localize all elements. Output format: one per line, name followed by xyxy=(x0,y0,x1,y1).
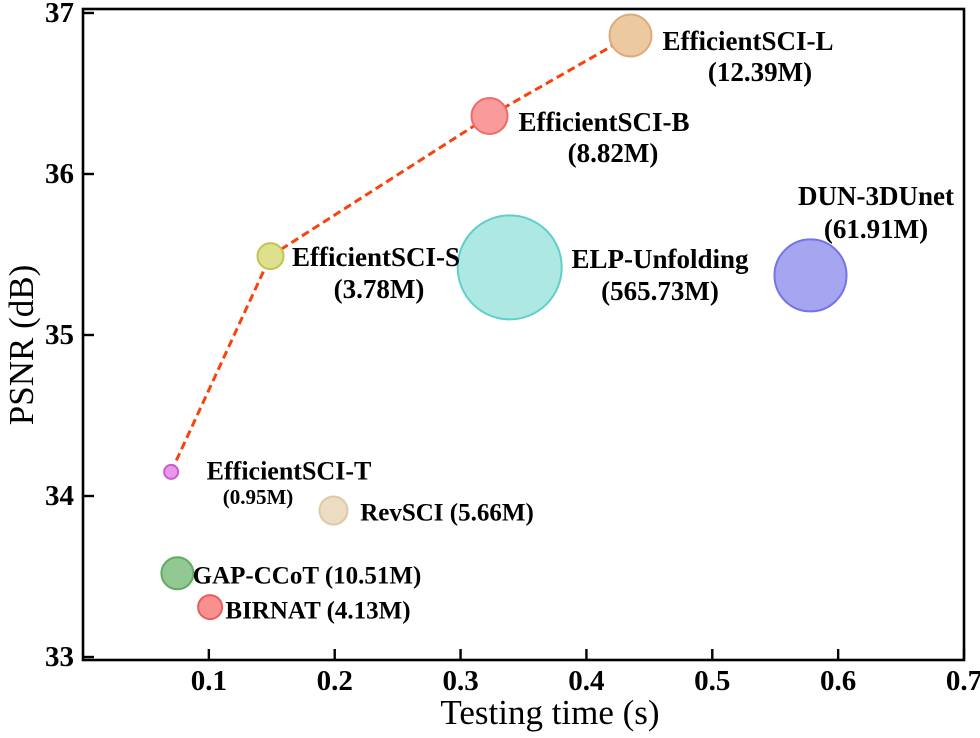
annotation-efficientsci-t: EfficientSCI-T xyxy=(207,457,372,486)
x-axis-title: Testing time (s) xyxy=(440,693,660,732)
efficientsci-trend-dashed-line xyxy=(169,34,632,473)
x-tick-label: 0.4 xyxy=(568,665,604,697)
annotation-dun-3dunet: (61.91M) xyxy=(824,214,928,244)
bubble-efficientsci-b xyxy=(470,97,509,135)
x-tick-label: 0.5 xyxy=(694,665,730,697)
annotation-birnat: BIRNAT (4.13M) xyxy=(225,598,410,625)
bubble-birnat xyxy=(197,594,224,621)
x-tick-label: 0.7 xyxy=(946,665,980,697)
y-tick-label: 34 xyxy=(45,480,74,512)
annotation-efficientsci-s: (3.78M) xyxy=(334,274,425,304)
bubble-gap-ccot xyxy=(160,556,195,591)
annotation-efficientsci-b: (8.82M) xyxy=(568,138,659,168)
bubble-efficientsci-t xyxy=(163,463,180,480)
y-tick-label: 37 xyxy=(45,0,74,29)
annotation-efficientsci-l: EfficientSCI-L xyxy=(663,26,834,56)
y-tick-label: 33 xyxy=(45,641,74,673)
annotation-elp-unfolding: ELP-Unfolding xyxy=(571,244,749,274)
annotation-dun-3dunet: DUN-3DUnet xyxy=(798,181,954,211)
annotation-efficientsci-s: EfficientSCI-S xyxy=(292,242,460,272)
x-tick-label: 0.2 xyxy=(317,665,353,697)
bubble-efficientsci-s xyxy=(256,242,285,271)
bubble-efficientsci-l xyxy=(608,13,653,58)
x-tick-label: 0.1 xyxy=(191,665,227,697)
bubble-dun-3dunet xyxy=(773,238,848,313)
plot-border xyxy=(81,7,966,662)
annotation-gap-ccot: GAP-CCoT (10.51M) xyxy=(193,563,422,590)
y-tick-label: 36 xyxy=(45,158,74,190)
x-tick-label: 0.3 xyxy=(442,665,478,697)
annotation-efficientsci-t: (0.95M) xyxy=(223,485,294,509)
annotation-revsci: RevSCI (5.66M) xyxy=(360,500,534,527)
bubble-revsci xyxy=(318,495,349,526)
annotation-efficientsci-l: (12.39M) xyxy=(708,57,812,87)
annotation-efficientsci-b: EfficientSCI-B xyxy=(519,107,690,137)
y-axis-title: PSNR (dB) xyxy=(2,264,41,426)
x-tick-label: 0.6 xyxy=(820,665,856,697)
annotation-elp-unfolding: (565.73M) xyxy=(601,276,719,306)
bubble-elp-unfolding xyxy=(456,214,563,321)
y-tick-label: 35 xyxy=(45,319,74,351)
